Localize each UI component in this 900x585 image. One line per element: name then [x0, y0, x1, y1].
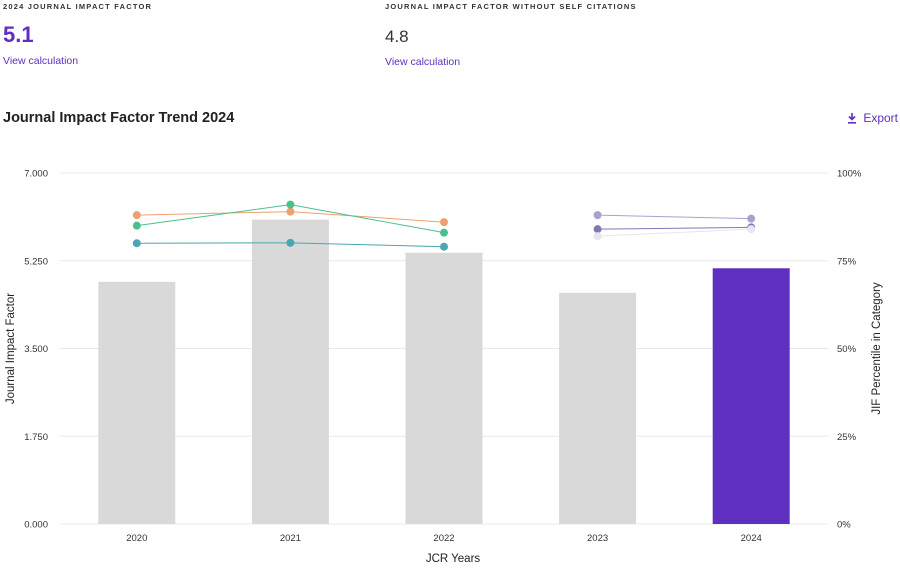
x-tick-label: 2024 — [741, 533, 762, 544]
axes: 0.000 1.750 3.500 5.250 7.000 0% 25% 50% 75% 100%… — [5, 169, 883, 566]
percentile-line — [597, 214, 752, 220]
percentile-lines — [132, 200, 756, 251]
view-calculation-link-jif[interactable]: View calculation — [3, 55, 79, 67]
bar-2022 — [405, 252, 483, 524]
percentile-point — [286, 200, 295, 209]
percentile-point — [440, 218, 448, 227]
y2-tick-label: 0% — [837, 520, 851, 531]
x-tick-label: 2022 — [433, 533, 454, 544]
y-tick-label: 3.500 — [24, 344, 48, 355]
section-title: Journal Impact Factor Trend 2024 — [3, 110, 235, 126]
percentile-point — [286, 238, 295, 247]
metric-jif-no-self: JOURNAL IMPACT FACTOR WITHOUT SELF CITAT… — [385, 0, 637, 68]
y2-axis-title: JIF Percentile in Category — [871, 282, 883, 415]
metric-jif: 2024 JOURNAL IMPACT FACTOR 5.1 View calc… — [3, 0, 152, 67]
y2-tick-label: 75% — [837, 256, 857, 267]
metric-jif-no-self-value: 4.8 — [385, 27, 409, 46]
metric-jif-no-self-label: JOURNAL IMPACT FACTOR WITHOUT SELF CITAT… — [385, 2, 637, 11]
bar-2021 — [251, 219, 329, 524]
percentile-point — [286, 207, 295, 216]
download-icon — [848, 112, 857, 124]
jif-trend-chart: 0.000 1.750 3.500 5.250 7.000 0% 25% 50% 75% 100%… — [5, 169, 883, 566]
bar-2023 — [559, 292, 637, 524]
percentile-point — [132, 239, 141, 248]
metric-jif-label: 2024 JOURNAL IMPACT FACTOR — [3, 2, 153, 11]
export-label: Export — [863, 111, 898, 125]
bar-2024 — [712, 268, 790, 524]
percentile-point — [747, 225, 756, 234]
percentile-point — [593, 225, 602, 234]
y-tick-label: 0.000 — [24, 520, 48, 531]
y-axis-title: Journal Impact Factor — [5, 293, 17, 404]
percentile-point — [132, 221, 141, 230]
y2-tick-label: 100% — [837, 169, 862, 180]
bars — [98, 219, 790, 524]
bar-2020 — [98, 281, 176, 524]
percentile-point — [593, 211, 602, 220]
x-axis-title: JCR Years — [426, 553, 481, 565]
x-tick-label: 2020 — [126, 533, 147, 544]
percentile-point — [132, 211, 141, 220]
percentile-line — [597, 226, 752, 230]
y-tick-label: 7.000 — [24, 169, 48, 180]
view-calculation-link-no-self[interactable]: View calculation — [385, 56, 461, 68]
percentile-point — [593, 232, 602, 241]
x-tick-label: 2023 — [587, 533, 608, 544]
y2-tick-label: 25% — [837, 432, 857, 443]
metric-jif-value: 5.1 — [3, 22, 34, 47]
percentile-point — [440, 228, 448, 237]
percentile-line — [597, 228, 752, 237]
percentile-point — [747, 214, 756, 223]
y2-tick-label: 50% — [837, 344, 857, 355]
y-tick-label: 1.750 — [24, 432, 48, 443]
export-button[interactable]: Export — [847, 111, 898, 125]
y-tick-label: 5.250 — [24, 256, 48, 267]
x-tick-label: 2021 — [280, 533, 301, 544]
percentile-point — [440, 242, 448, 251]
